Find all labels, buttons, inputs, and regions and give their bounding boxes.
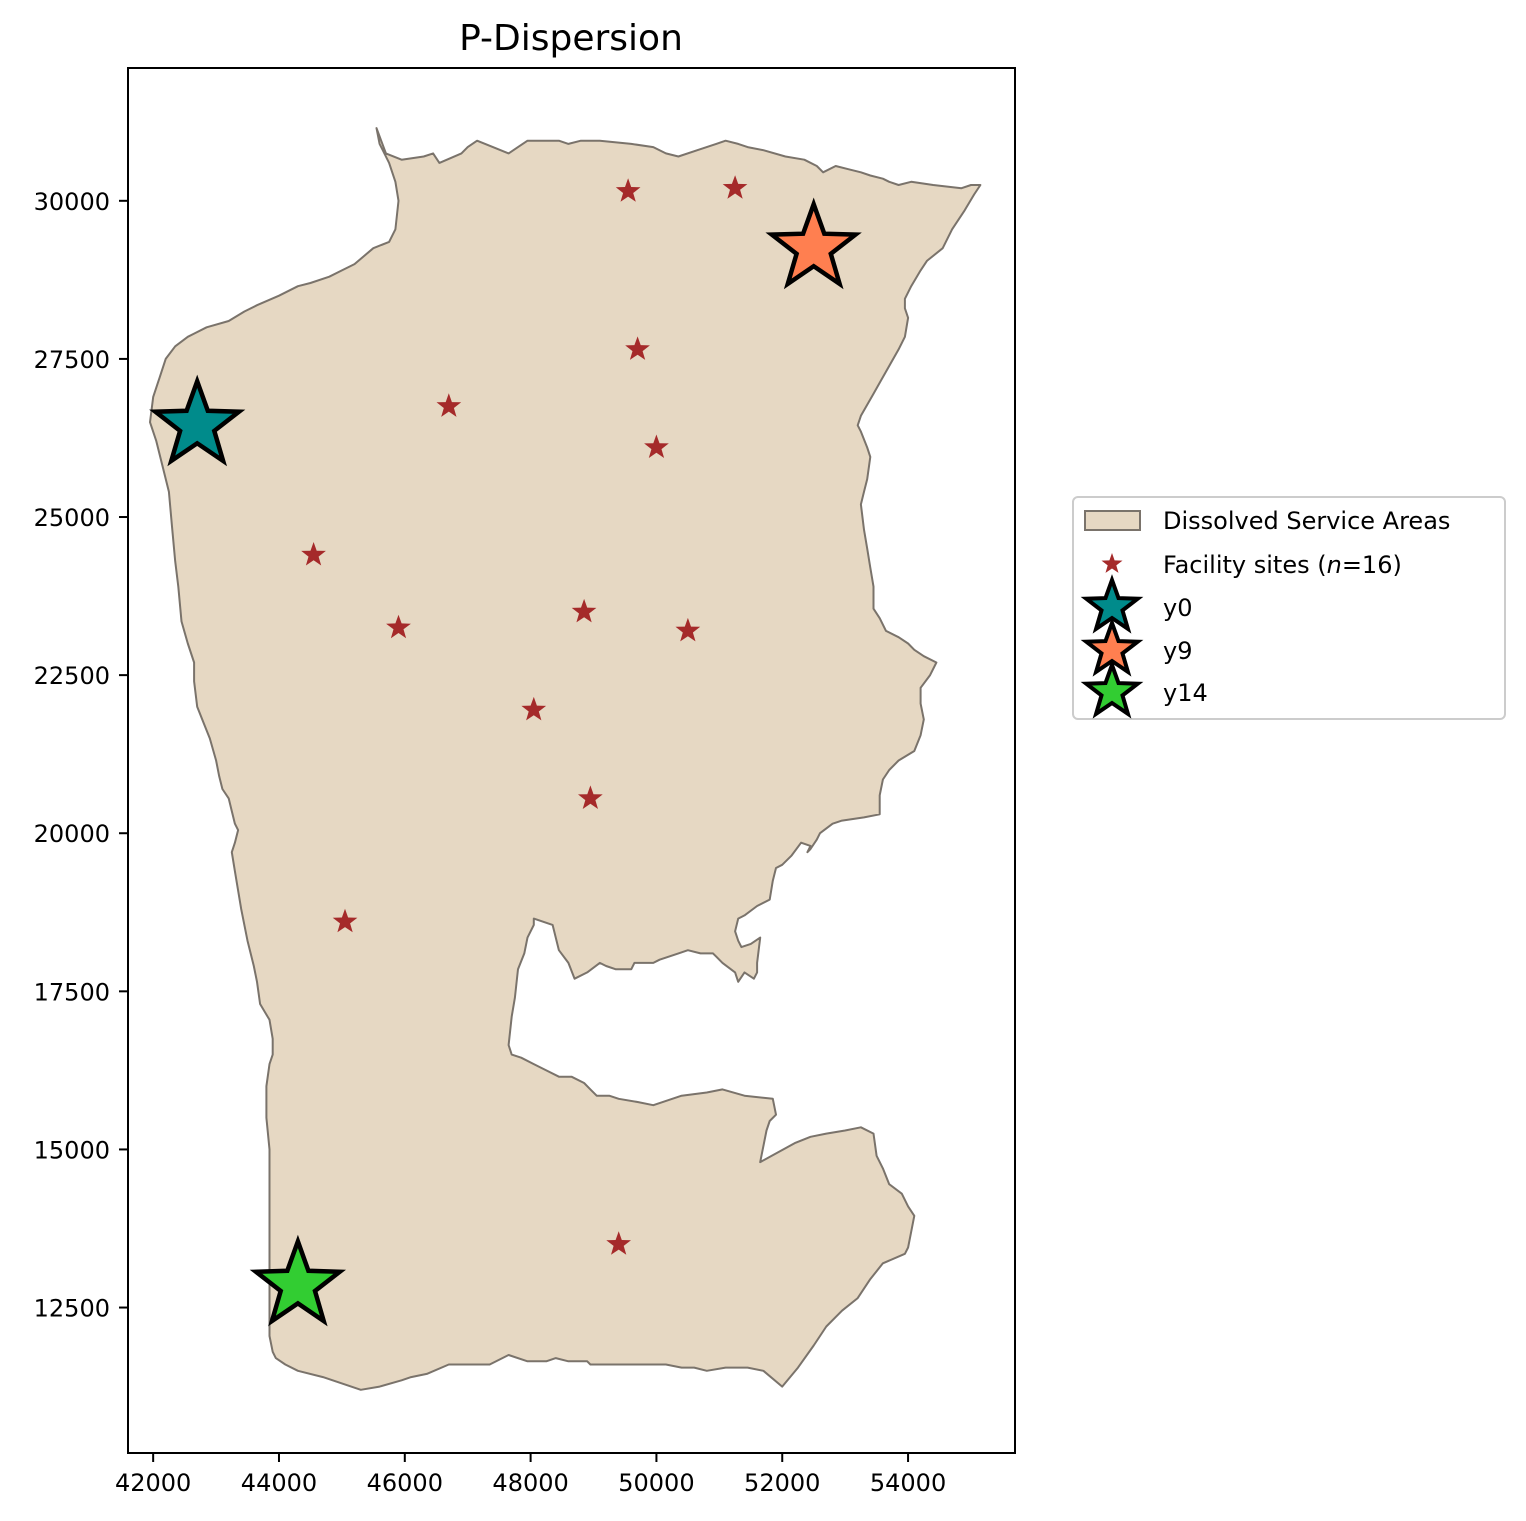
x-tick-label: 48000 — [492, 1469, 568, 1497]
y-tick-label: 30000 — [34, 188, 110, 216]
facility-site-6 — [386, 614, 411, 639]
legend-label: Facility sites (n=16) — [1163, 551, 1402, 579]
facility-site-0 — [615, 178, 641, 202]
facility-site-12 — [606, 1231, 631, 1255]
y-tick-label: 22500 — [34, 662, 110, 690]
x-tick-label: 44000 — [241, 1469, 317, 1497]
facility-site-2 — [625, 336, 650, 360]
facility-site-7 — [571, 598, 597, 623]
selected-site-y14 — [249, 1234, 347, 1327]
facility-site-9 — [521, 696, 547, 721]
facility-site-8 — [675, 617, 701, 642]
y-tick-label: 15000 — [34, 1136, 110, 1164]
x-tick-label: 52000 — [744, 1469, 820, 1497]
x-tick-label: 54000 — [870, 1469, 946, 1497]
selected-site-y9 — [765, 197, 862, 290]
chart-title: P-Dispersion — [459, 18, 683, 59]
legend-label: y0 — [1163, 594, 1192, 622]
legend-box — [1072, 496, 1506, 720]
facility-site-3 — [436, 393, 462, 417]
legend-label: y9 — [1163, 637, 1192, 665]
facility-site-5 — [301, 542, 326, 566]
facility-site-1 — [722, 175, 748, 199]
legend-y14-marker — [1080, 659, 1144, 719]
axes-frame — [127, 67, 1016, 1454]
x-tick-label: 42000 — [115, 1469, 191, 1497]
y-tick-label: 20000 — [34, 820, 110, 848]
service-area-polygon — [149, 127, 982, 1391]
legend-label: y14 — [1163, 679, 1208, 707]
y-tick-label: 27500 — [34, 346, 110, 374]
plot-area — [149, 127, 982, 1391]
y-tick-label: 17500 — [34, 978, 110, 1006]
legend-area-swatch — [1084, 510, 1141, 531]
facility-site-4 — [644, 434, 669, 458]
x-tick-label: 46000 — [367, 1469, 443, 1497]
x-tick-label: 50000 — [618, 1469, 694, 1497]
selected-site-y0 — [149, 374, 246, 467]
facility-site-10 — [578, 785, 603, 809]
legend-label: Dissolved Service Areas — [1163, 507, 1450, 535]
legend: Dissolved Service Areas Facility sites (n… — [1072, 496, 1506, 720]
axes: 42000 44000 46000 48000 50000 52000 54000 12500… — [34, 188, 947, 1497]
y-tick-label: 25000 — [34, 504, 110, 532]
legend-facility-marker — [1101, 553, 1123, 573]
y-tick-label: 12500 — [34, 1295, 110, 1323]
facility-site-11 — [332, 908, 358, 933]
